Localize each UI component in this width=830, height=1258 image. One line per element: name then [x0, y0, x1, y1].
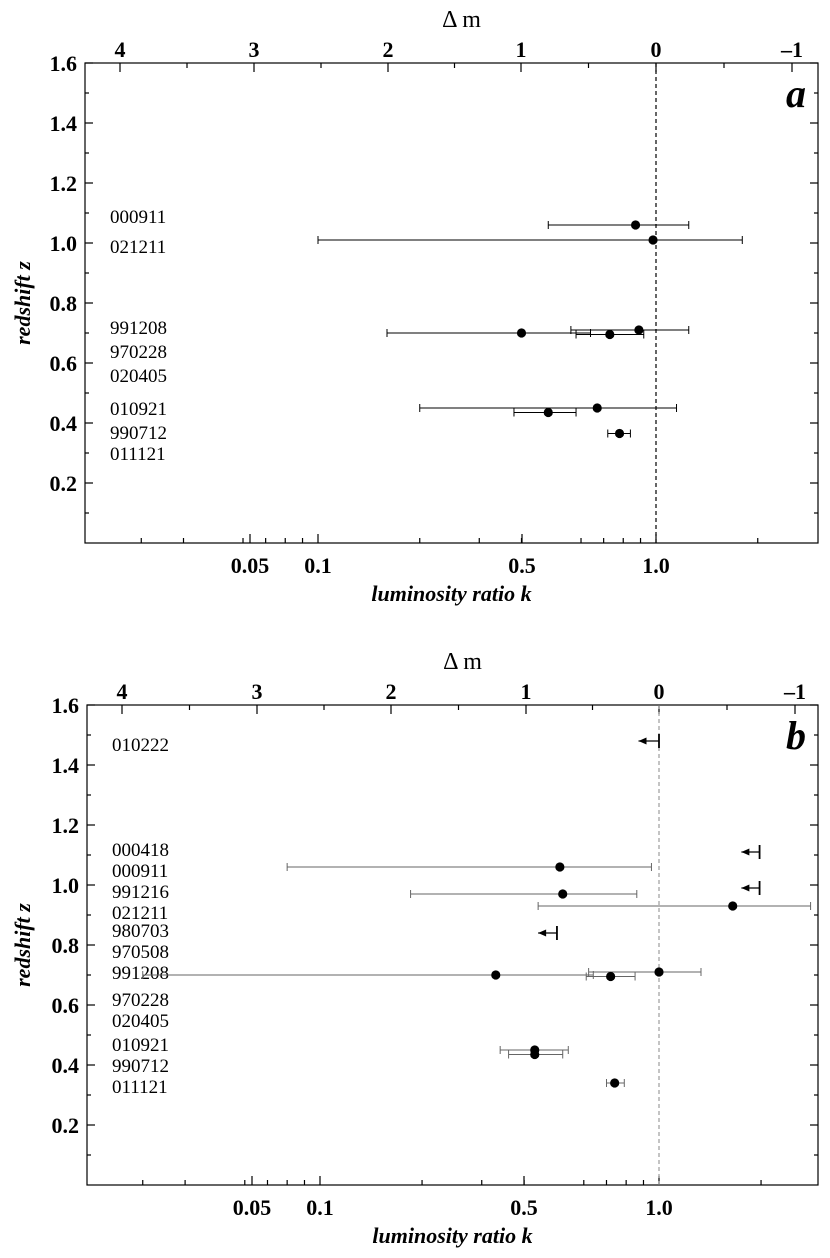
y-tick-label: 1.2 — [52, 813, 80, 838]
grb-label: 980703 — [112, 921, 169, 942]
top-tick-label: 4 — [117, 679, 128, 704]
data-point — [530, 1049, 540, 1060]
x-tick-label: 1.0 — [645, 1195, 673, 1220]
grb-label: 970508 — [112, 942, 169, 963]
y-tick-label: 1.0 — [52, 873, 80, 898]
x-tick-label: 0.1 — [306, 1195, 334, 1220]
y-tick-label: 1.0 — [50, 231, 78, 256]
y-tick-label: 0.2 — [52, 1113, 80, 1138]
y-tick-label: 0.8 — [50, 291, 78, 316]
top-tick-label: 0 — [654, 679, 665, 704]
grb-label: 990712 — [112, 1056, 169, 1077]
top-tick-label: 1 — [516, 37, 527, 62]
y-tick-label: 1.6 — [52, 693, 80, 718]
top-tick-label: 1 — [521, 679, 532, 704]
grb-label: 970228 — [112, 990, 169, 1011]
top-tick-label: 2 — [383, 37, 394, 62]
y-tick-label: 1.6 — [50, 51, 78, 76]
grb-label: 011121 — [110, 444, 166, 465]
top-tick-label: 4 — [115, 37, 126, 62]
x-tick-label: 0.5 — [510, 1195, 538, 1220]
y-tick-label: 1.4 — [50, 111, 78, 136]
data-point — [630, 220, 641, 230]
data-point — [634, 325, 644, 335]
y-axis-title: redshift z — [10, 261, 35, 345]
data-point — [648, 235, 658, 245]
data-point — [592, 403, 602, 413]
grb-label: 021211 — [110, 237, 166, 258]
grb-label: 000911 — [112, 861, 168, 882]
data-point — [558, 889, 568, 899]
grb-label: 011121 — [112, 1077, 168, 1098]
grb-label: 020405 — [112, 1011, 169, 1032]
data-point — [654, 967, 664, 977]
y-tick-label: 0.4 — [50, 411, 78, 436]
upper-limit-arrowhead — [741, 848, 750, 856]
top-tick-label: 0 — [651, 37, 662, 62]
x-axis-title: luminosity ratio k — [372, 1223, 532, 1248]
grb-label: 991208 — [110, 318, 167, 339]
x-tick-label: 0.1 — [304, 553, 332, 578]
x-tick-label: 1.0 — [642, 553, 670, 578]
y-tick-label: 0.6 — [50, 351, 78, 376]
upper-limit-arrowhead — [741, 884, 750, 892]
y-tick-label: 0.8 — [52, 933, 80, 958]
y-tick-label: 0.6 — [52, 993, 80, 1018]
data-point — [614, 428, 625, 439]
x-axis-title: luminosity ratio k — [371, 581, 531, 606]
data-point — [555, 862, 565, 872]
top-tick-label: –1 — [783, 679, 806, 704]
grb-label: 991208 — [112, 963, 169, 984]
upper-limit-arrowhead — [538, 929, 547, 937]
data-point — [543, 407, 553, 418]
y-tick-label: 0.4 — [52, 1053, 80, 1078]
panel-letter: b — [786, 713, 806, 758]
top-tick-label: 2 — [386, 679, 397, 704]
grb-label: 010921 — [110, 399, 167, 420]
y-axis-title: redshift z — [10, 903, 35, 987]
grb-label: 000911 — [110, 207, 166, 228]
data-point — [606, 971, 616, 982]
y-tick-label: 1.4 — [52, 753, 80, 778]
data-point — [610, 1078, 620, 1088]
data-point — [516, 328, 527, 338]
panel-letter: a — [786, 71, 806, 116]
grb-label: 020405 — [110, 366, 167, 387]
grb-label: 000418 — [112, 840, 169, 861]
y-tick-label: 1.2 — [50, 171, 78, 196]
grb-label: 010921 — [112, 1035, 169, 1056]
data-point — [605, 329, 615, 340]
top-tick-label: 3 — [252, 679, 263, 704]
y-tick-label: 0.2 — [50, 471, 78, 496]
top-tick-label: –1 — [780, 37, 803, 62]
x-tick-label: 0.5 — [508, 553, 536, 578]
top-axis-title: Δ m — [442, 7, 481, 33]
data-point — [728, 901, 738, 911]
grb-label: 021211 — [112, 903, 168, 924]
data-point — [491, 970, 501, 980]
x-tick-label: 0.05 — [233, 1195, 272, 1220]
top-tick-label: 3 — [249, 37, 260, 62]
top-axis-title: Δ m — [443, 649, 482, 675]
grb-label: 991216 — [112, 882, 169, 903]
plot-frame — [84, 62, 819, 544]
panel-a: 0.2 0.4 0.6 0.8 1.0 1.2 1.4 1.6 0.05 0.1 0.5 1.0 4 3 2… — [10, 7, 819, 606]
grb-label: 010222 — [112, 735, 169, 756]
upper-limit-arrowhead — [638, 737, 647, 745]
panel-b: 0.2 0.4 0.6 0.8 1.0 1.2 1.4 1.6 0.05 0.1 0.5 1.0 4 3 2… — [10, 649, 819, 1248]
plot-frame — [86, 704, 819, 1186]
x-tick-label: 0.05 — [231, 553, 270, 578]
grb-label: 970228 — [110, 342, 167, 363]
grb-label: 990712 — [110, 423, 167, 444]
